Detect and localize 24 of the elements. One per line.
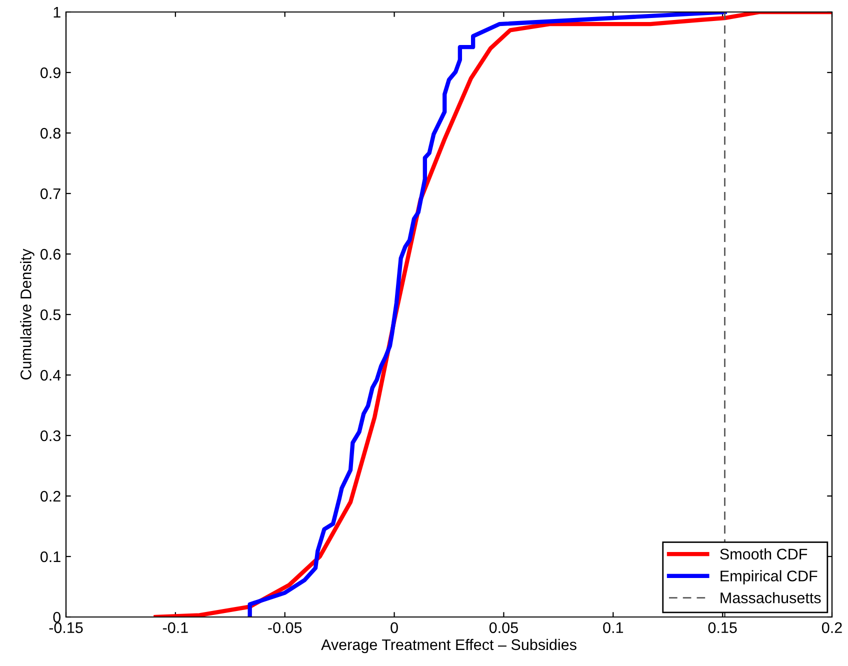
y-tick-label: 0 (53, 612, 61, 623)
x-tick-label: -0.1 (162, 622, 188, 634)
x-axis-title: Average Treatment Effect – Subsidies (321, 638, 576, 654)
x-tick-label: 0 (390, 622, 398, 634)
x-tick-label: 0.15 (708, 622, 737, 634)
y-tick-label: 0.1 (40, 551, 60, 562)
y-tick-label: 0.2 (40, 490, 60, 502)
y-tick-label: 0.4 (40, 370, 61, 381)
x-tick-label: 0.2 (822, 622, 842, 634)
x-tick-label: -0.05 (268, 622, 302, 634)
y-tick-label: 0.7 (40, 188, 60, 200)
legend-label: Empirical CDF (720, 570, 818, 584)
x-tick-label: 0.1 (603, 622, 624, 634)
x-tick-label: -0.15 (49, 622, 83, 634)
y-tick-label: 0.9 (40, 67, 60, 78)
y-tick-label: 0.5 (40, 309, 60, 320)
y-tick-label: 1 (54, 7, 60, 18)
ref-line-label: Massachusetts (720, 592, 821, 604)
y-tick-label: 0.6 (40, 248, 60, 260)
x-tick-label: 0.05 (489, 622, 518, 634)
y-tick-label: 0.3 (40, 430, 60, 442)
legend-label: Smooth CDF (720, 548, 808, 560)
y-tick-label: 0.8 (40, 128, 60, 139)
y-axis-title: Cumulative Density (20, 248, 34, 380)
